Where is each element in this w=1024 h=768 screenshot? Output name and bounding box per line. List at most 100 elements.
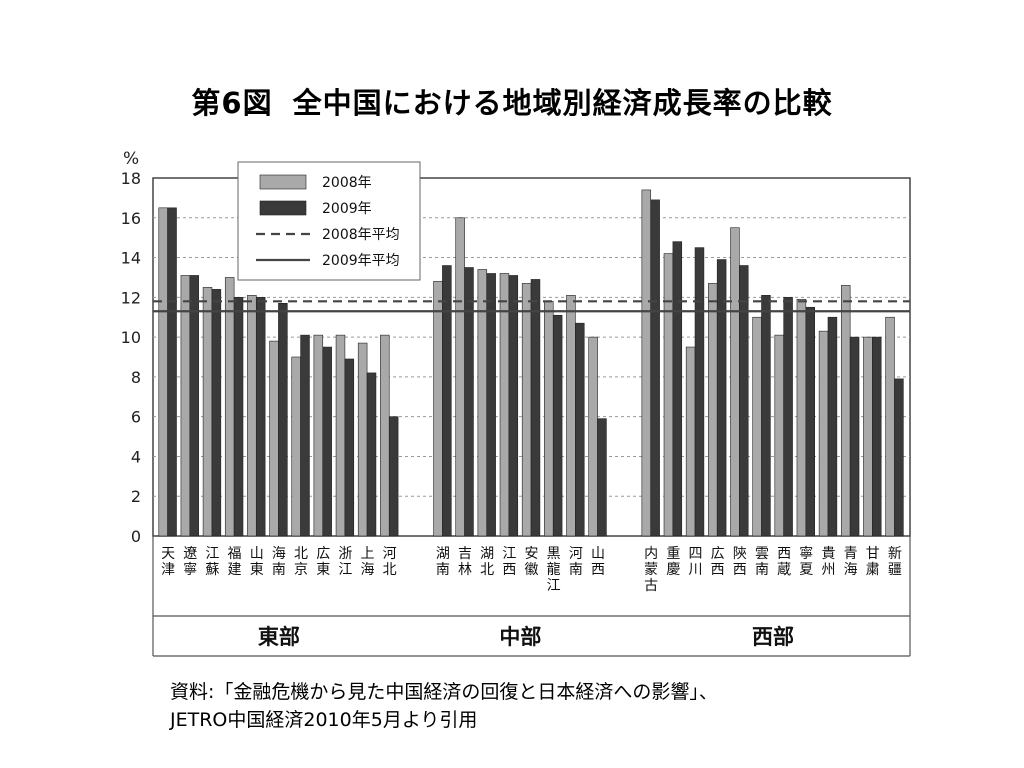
figure-number: 第6図 [191, 86, 273, 120]
bar-2008 [663, 253, 674, 537]
bar-2008 [752, 316, 762, 537]
legend-2009-swatch [259, 200, 307, 216]
bar-2009 [300, 334, 310, 537]
bar-2009 [388, 416, 399, 537]
bar-2008 [291, 356, 301, 537]
legend-2009-label: 2009年 [322, 201, 372, 217]
bar-2009 [508, 275, 519, 537]
x-tick-label: 雲南 [755, 546, 769, 578]
bar-2008 [335, 334, 346, 537]
bar-2008 [202, 287, 213, 537]
source-line-1: 資料:「金融危機から見た中国経済の回復と日本経済への影響」、 [170, 681, 718, 703]
bar-2009 [783, 297, 793, 537]
x-tick-label: 北京 [294, 546, 308, 578]
bar-2009 [694, 247, 705, 537]
x-tick-label: 青海 [844, 546, 858, 578]
legend-2009-average-label: 2009年平均 [322, 253, 400, 269]
group-label: 中部 [499, 625, 541, 649]
y-tick-label: 2 [131, 487, 141, 506]
y-tick-label: 16 [121, 209, 141, 228]
x-tick-label: 安徽 [525, 546, 539, 578]
bar-2008 [433, 281, 443, 537]
bar-2008 [224, 277, 235, 537]
legend: 2008年 2009年 2008年平均 2009年平均 [237, 161, 421, 281]
bar-2009 [366, 372, 377, 537]
bar-2008 [566, 295, 576, 537]
bar-2008 [477, 269, 488, 537]
x-tick-label: 山西 [591, 546, 605, 578]
bar-2009 [255, 297, 266, 537]
bar-2009 [827, 316, 838, 537]
bar-2008 [885, 316, 895, 537]
bar-2009 [530, 279, 541, 537]
bar-2009 [739, 265, 749, 537]
bar-2008 [863, 336, 873, 537]
figure-title-text: 全中国における地域別経済成長率の比較 [292, 86, 833, 120]
bar-2009 [575, 322, 585, 537]
bar-2008 [313, 334, 324, 537]
bar-2009 [167, 207, 177, 537]
bar-2008 [499, 273, 510, 537]
x-tick-label: 江西 [502, 546, 516, 578]
bar-2009 [672, 241, 683, 537]
y-tick-label: 4 [131, 447, 141, 466]
bar-2009 [233, 297, 244, 537]
x-tick-label: 海南 [272, 546, 286, 578]
bar-2009 [322, 346, 332, 537]
bar-2008 [840, 285, 851, 537]
bar-2009 [872, 336, 882, 537]
x-tick-label: 遼寧 [183, 546, 197, 578]
bar-2009 [442, 265, 452, 537]
y-tick-label: 6 [131, 408, 141, 427]
x-tick-label: 天津 [161, 546, 175, 578]
x-tick-label: 内蒙古 [644, 546, 658, 594]
y-tick-label: 8 [131, 368, 141, 387]
x-tick-label: 浙江 [338, 546, 352, 578]
x-tick-label: 吉林 [458, 546, 472, 578]
bar-2008 [588, 336, 598, 537]
bar-2008 [455, 217, 465, 537]
bar-2009 [552, 314, 563, 537]
bar-2008 [544, 301, 554, 537]
bar-2009 [278, 303, 288, 537]
chart-area: % 0 2 4 6 8 10 12 14 16 18 天津 遼寧 江蘇 福建 山東 海南 北京 広東 浙江 上海 河北 湖南… [110, 140, 918, 660]
x-tick-label: 福建 [228, 546, 242, 578]
bar-2008 [180, 275, 191, 537]
bar-2009 [716, 259, 727, 537]
x-tick-label: 寧夏 [799, 545, 813, 578]
bar-2009 [894, 378, 904, 537]
x-tick-label: 西蔵 [777, 546, 791, 578]
x-tick-label: 河南 [569, 546, 583, 578]
x-tick-label: 湖南 [436, 546, 450, 578]
bar-2009 [597, 418, 607, 537]
bar-2008 [774, 334, 784, 537]
bar-2009 [344, 358, 355, 537]
y-tick-label: 10 [121, 328, 141, 347]
bar-2009 [761, 295, 771, 537]
y-tick-label: 18 [121, 169, 141, 188]
x-tick-label: 甘粛 [866, 546, 880, 578]
source-line-2: JETRO中国経済2010年5月より引用 [170, 709, 478, 731]
x-tick-label: 貴州 [821, 546, 835, 578]
bar-2008 [521, 283, 532, 537]
bar-2009 [849, 336, 860, 537]
x-tick-label: 河北 [383, 546, 397, 578]
x-tick-label: 上海 [361, 546, 375, 578]
group-label: 東部 [258, 625, 300, 649]
x-tick-label: 重慶 [666, 546, 680, 578]
bar-2008 [247, 295, 257, 537]
legend-2008-average-label: 2008年平均 [322, 227, 400, 243]
x-tick-label: 陝西 [733, 546, 747, 578]
bar-2009 [189, 275, 199, 537]
bar-2008 [269, 340, 279, 537]
bar-2008 [357, 342, 368, 537]
y-tick-label: 14 [121, 249, 141, 268]
source-note: 資料:「金融危機から見た中国経済の回復と日本経済への影響」、 JETRO中国経済… [170, 678, 718, 734]
bar-2008 [158, 207, 168, 537]
bar-2008 [380, 334, 390, 537]
x-tick-label: 広東 [316, 546, 330, 578]
group-label: 西部 [752, 625, 794, 649]
y-unit-label: % [123, 149, 139, 169]
x-tick-label: 黒龍江 [547, 546, 561, 594]
